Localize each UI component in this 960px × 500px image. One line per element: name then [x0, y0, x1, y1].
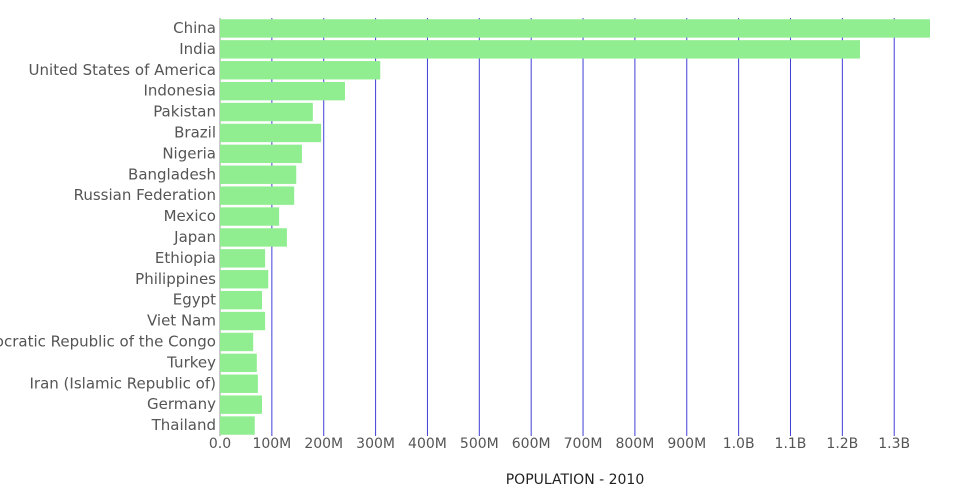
- x-tick-label: 900M: [667, 436, 706, 452]
- x-tick-label: 500M: [460, 436, 499, 452]
- x-axis-title: POPULATION - 2010: [506, 472, 645, 488]
- y-tick-label: Philippines: [135, 270, 216, 288]
- y-tick-label: Germany: [147, 395, 216, 413]
- x-tick-label: 300M: [356, 436, 395, 452]
- bar: [220, 144, 302, 164]
- x-tick-label: 400M: [408, 436, 447, 452]
- y-tick-label: Ethiopia: [155, 249, 216, 267]
- y-tick-label: Mexico: [164, 207, 216, 225]
- bar: [220, 332, 254, 352]
- y-tick-label: Russian Federation: [74, 186, 216, 204]
- y-tick-label: United States of America: [29, 61, 216, 79]
- y-tick-label: Iran (Islamic Republic of): [30, 374, 217, 392]
- x-tick-label: 800M: [615, 436, 654, 452]
- bar: [220, 353, 257, 373]
- y-tick-label: Bangladesh: [128, 165, 216, 183]
- bar: [220, 81, 345, 101]
- x-tick-label: 1.2B: [826, 436, 858, 452]
- bar: [220, 207, 280, 226]
- y-tick-label: Egypt: [173, 291, 216, 309]
- bar: [220, 270, 269, 289]
- y-tick-label: China: [173, 19, 216, 37]
- x-tick-label: 600M: [512, 436, 551, 452]
- y-tick-label: Japan: [173, 228, 216, 246]
- y-tick-label: Pakistan: [153, 103, 216, 121]
- bar: [220, 61, 381, 80]
- x-tick-label: 1.3B: [878, 436, 910, 452]
- bar: [220, 311, 266, 331]
- bar: [220, 102, 313, 122]
- y-tick-label: Turkey: [166, 353, 216, 371]
- y-tick-label: Indonesia: [143, 82, 216, 100]
- bar: [220, 228, 287, 247]
- bar: [220, 165, 297, 184]
- x-tick-label: 100M: [252, 436, 291, 452]
- bar: [220, 40, 860, 59]
- x-tick-label: 1.1B: [775, 436, 807, 452]
- x-tick-label: 1.0B: [723, 436, 755, 452]
- x-tick-label: 0.0: [209, 436, 231, 452]
- bar: [220, 416, 255, 435]
- y-tick-label: Brazil: [174, 123, 216, 141]
- y-tick-label: Democratic Republic of the Congo: [0, 332, 216, 350]
- x-tick-label: 700M: [564, 436, 603, 452]
- bar: [220, 395, 263, 414]
- x-tick-label: 200M: [304, 436, 343, 452]
- bar: [220, 186, 295, 205]
- bar: [220, 290, 263, 310]
- y-tick-label: Thailand: [151, 416, 216, 434]
- bar: [220, 19, 930, 38]
- y-tick-label: Viet Nam: [147, 312, 216, 330]
- bar: [220, 123, 322, 143]
- y-tick-label: Nigeria: [162, 144, 216, 162]
- bar: [220, 249, 266, 268]
- bar: [220, 374, 258, 393]
- y-tick-label: India: [179, 40, 216, 58]
